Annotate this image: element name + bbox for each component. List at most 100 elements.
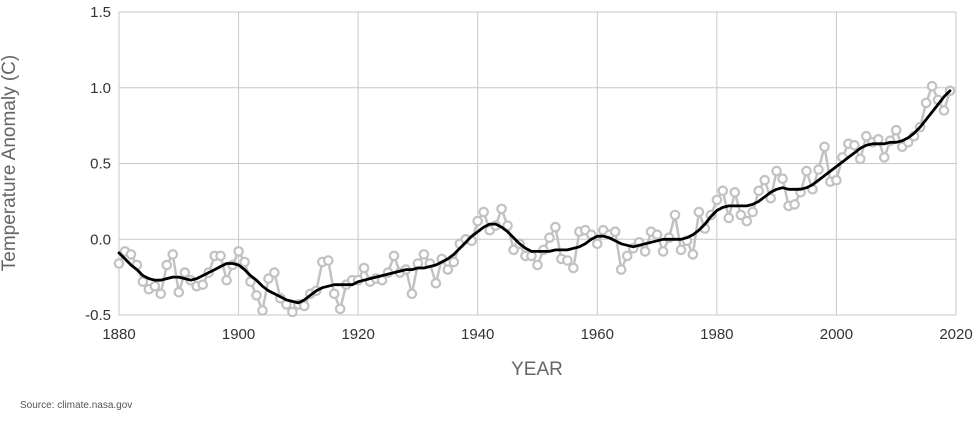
annual-point [819, 141, 830, 153]
lowess-smoothing-line [117, 89, 952, 305]
annual-point [639, 246, 651, 257]
x-axis-ticks: 1880 1900 1920 1940 1960 1980 2000 2020 [102, 326, 972, 343]
y-tick-label: 1.5 [90, 4, 111, 21]
annual-point [860, 130, 872, 142]
annual-point [771, 165, 782, 177]
annual-point [526, 250, 537, 262]
annual-point [155, 288, 167, 300]
annual-point [113, 258, 125, 269]
x-tick-label: 2000 [820, 326, 853, 343]
annual-mean-line [117, 84, 952, 314]
annual-point [322, 255, 334, 266]
y-tick-label: 1.0 [90, 80, 111, 97]
x-tick-label: 1960 [581, 326, 614, 343]
annual-point [550, 221, 561, 233]
x-tick-label: 1900 [222, 326, 255, 343]
annual-point [544, 232, 555, 243]
annual-point [759, 174, 770, 186]
x-tick-label: 1940 [461, 326, 494, 343]
annual-point [729, 187, 741, 198]
annual-point [508, 244, 519, 256]
annual-point [442, 264, 454, 275]
annual-point [801, 165, 812, 177]
source-note: Source: climate.nasa.gov [20, 400, 133, 411]
annual-point [532, 259, 543, 271]
annual-point [173, 286, 185, 298]
annual-point [711, 194, 723, 206]
annual-point [747, 206, 758, 218]
annual-point [269, 267, 280, 278]
annual-point [418, 249, 430, 260]
y-tick-label: 0.0 [90, 231, 111, 248]
annual-point [239, 256, 250, 268]
annual-point [651, 229, 663, 240]
annual-point [167, 249, 179, 260]
annual-point [215, 250, 226, 262]
annual-point [328, 288, 340, 300]
annual-point [568, 262, 579, 274]
annual-point [412, 258, 424, 269]
x-tick-label: 1980 [700, 326, 733, 343]
y-tick-label: -0.5 [85, 307, 111, 324]
annual-point [813, 164, 824, 175]
annual-point [448, 256, 460, 268]
x-axis-title: YEAR [511, 359, 563, 380]
annual-point [358, 262, 370, 274]
y-axis-ticks: -0.5 0.0 0.5 1.0 1.5 [85, 4, 111, 324]
annual-point [938, 105, 950, 116]
annual-point [263, 273, 274, 284]
annual-point [669, 209, 681, 221]
annual-point [233, 246, 244, 257]
annual-point [472, 215, 483, 227]
annual-point [723, 212, 735, 224]
grid-lines [118, 11, 957, 316]
annual-point [502, 220, 513, 231]
annual-point [149, 280, 161, 292]
annual-point [251, 289, 262, 301]
annual-point [388, 250, 400, 262]
annual-point [777, 173, 788, 184]
annual-point [926, 80, 938, 92]
annual-point [125, 249, 137, 260]
annual-point [137, 276, 149, 287]
annual-point [538, 244, 549, 256]
annual-point [789, 199, 800, 210]
annual-point [197, 279, 208, 290]
annual-point [741, 215, 753, 227]
annual-point [245, 276, 256, 287]
annual-point [609, 226, 621, 237]
annual-point [717, 185, 729, 197]
annual-point [693, 206, 705, 218]
annual-point [621, 250, 633, 262]
x-tick-label: 1920 [341, 326, 374, 343]
annual-point [591, 238, 603, 250]
annual-mean-series [113, 80, 956, 318]
annual-point [753, 185, 764, 197]
annual-point [735, 209, 747, 221]
annual-point [478, 206, 489, 218]
annual-point [430, 277, 442, 289]
annual-point [496, 203, 507, 215]
annual-point [687, 249, 699, 260]
y-axis-title: Temperature Anomaly (C) [0, 55, 20, 271]
annual-point [161, 259, 173, 271]
annual-point [878, 152, 890, 163]
annual-point [872, 134, 884, 145]
annual-point [287, 306, 298, 318]
lowess-smoothing-series [117, 89, 952, 305]
annual-point [831, 174, 842, 186]
annual-point [257, 305, 268, 316]
annual-point [298, 300, 310, 312]
y-tick-label: 0.5 [90, 156, 111, 173]
annual-point [615, 264, 627, 275]
annual-point [765, 193, 776, 204]
annual-point [657, 246, 669, 257]
annual-point [562, 255, 573, 266]
annual-point [854, 153, 866, 165]
x-tick-label: 2020 [939, 326, 972, 343]
annual-point [849, 140, 860, 151]
annual-point [675, 244, 687, 256]
annual-point [221, 274, 232, 286]
annual-point [890, 124, 902, 136]
